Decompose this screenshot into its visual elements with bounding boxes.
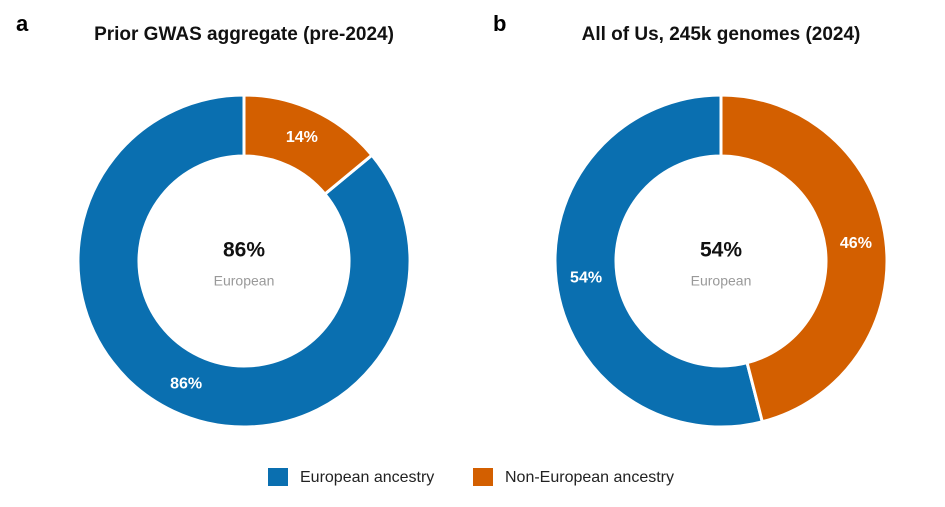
center-value: 86%	[223, 239, 265, 262]
panel-label: a	[16, 11, 29, 36]
legend-label: European ancestry	[300, 469, 434, 486]
center-caption: European	[214, 273, 275, 289]
panel-label: b	[493, 11, 506, 36]
donut-slice	[719, 93, 889, 424]
slice-label: 86%	[170, 375, 202, 392]
slice-label: 46%	[840, 235, 872, 252]
legend-label: Non-European ancestry	[505, 469, 674, 486]
donut-slice	[242, 93, 375, 197]
legend-swatch	[268, 468, 288, 486]
center-value: 54%	[700, 239, 742, 262]
center-caption: European	[691, 273, 752, 289]
chart-title: Prior GWAS aggregate (pre-2024)	[94, 24, 394, 45]
slice-label: 14%	[286, 129, 318, 146]
donut-slice	[76, 93, 412, 429]
legend-swatch	[473, 468, 493, 486]
slice-label: 54%	[570, 269, 602, 286]
donut-slice	[553, 93, 765, 429]
chart-title: All of Us, 245k genomes (2024)	[582, 24, 861, 45]
